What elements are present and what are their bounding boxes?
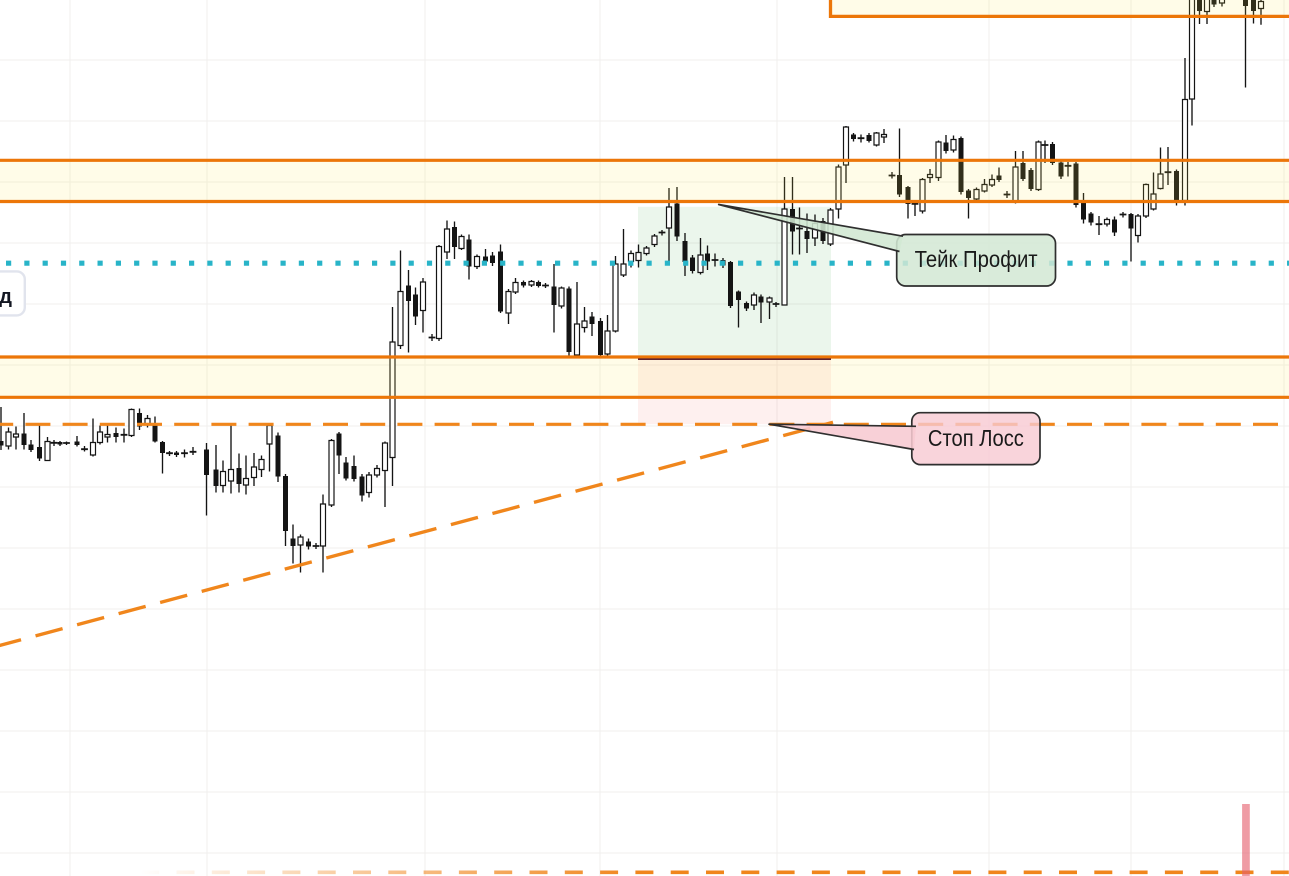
svg-text:д: д xyxy=(0,286,12,308)
svg-text:Тейк Профит: Тейк Профит xyxy=(915,246,1038,272)
svg-text:Стоп Лосс: Стоп Лосс xyxy=(928,425,1024,451)
